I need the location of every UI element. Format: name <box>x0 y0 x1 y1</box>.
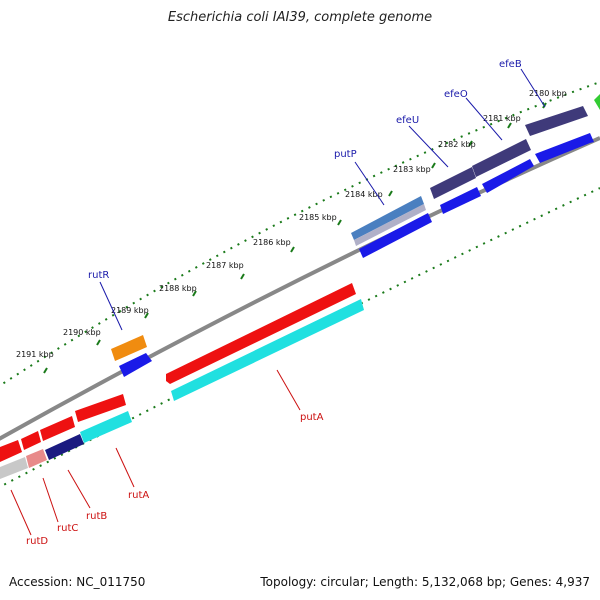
gene-efeO-arrow <box>482 159 534 193</box>
gene-rutA-block <box>75 394 126 422</box>
gene-putP-shadow <box>354 204 426 246</box>
gene-putA-block <box>166 283 356 384</box>
kbp-label: 2188 kbp <box>159 284 197 293</box>
gene-rutD-block <box>0 440 22 462</box>
gene-efeU-arrow <box>440 187 481 214</box>
gene-efeU-block <box>430 167 476 199</box>
kbp-label: 2189 kbp <box>111 306 149 315</box>
gene-label-efeO: efeO <box>444 89 468 100</box>
kbp-label: 2183 kbp <box>393 165 431 174</box>
next-gene-marker <box>594 94 600 110</box>
kbp-ticks <box>43 102 547 374</box>
reverse-gene-labels: putA rutA rutB rutC rutD <box>26 412 324 547</box>
gene-label-putA: putA <box>300 412 324 423</box>
gene-label-efeU: efeU <box>396 115 419 126</box>
gene-label-efeB: efeB <box>499 59 522 70</box>
gene-putP-block <box>351 196 424 240</box>
gene-label-rutD: rutD <box>26 536 48 547</box>
kbp-label: 2182 kbp <box>438 140 476 149</box>
gene-putA-arrow <box>171 299 364 401</box>
gene-efeB-block <box>525 106 588 136</box>
gene-rutB-block <box>40 416 75 441</box>
gene-rutC-arrow <box>26 449 47 468</box>
kbp-label: 2186 kbp <box>253 238 291 247</box>
gene-rutB-arrow <box>45 434 84 460</box>
gene-putP-arrow <box>359 213 432 258</box>
kbp-label: 2187 kbp <box>206 261 244 270</box>
gene-efeB-arrow <box>535 133 594 163</box>
forward-gene-labels: efeB efeO efeU putP rutR <box>88 59 522 281</box>
genome-title: Escherichia coli IAI39, complete genome <box>167 10 433 25</box>
kbp-label: 2181 kbp <box>483 114 521 123</box>
forward-scale-line <box>0 81 600 387</box>
gene-label-rutB: rutB <box>86 511 107 522</box>
reverse-genes <box>0 283 364 479</box>
gene-efeO-block <box>472 139 531 177</box>
genome-backbone <box>0 136 600 441</box>
gene-label-rutR: rutR <box>88 270 109 281</box>
accession-text: Accession: NC_011750 <box>9 575 146 589</box>
gene-rutA-arrow <box>80 411 132 443</box>
kbp-label: 2185 kbp <box>299 213 337 222</box>
kbp-label: 2190 kbp <box>63 328 101 337</box>
gene-callouts <box>10 68 546 536</box>
kbp-label: 2180 kbp <box>529 89 567 98</box>
kbp-labels: 2180 kbp 2181 kbp 2182 kbp 2183 kbp 2184… <box>16 89 567 359</box>
gene-label-putP: putP <box>334 149 357 160</box>
kbp-label: 2191 kbp <box>16 350 54 359</box>
genome-summary-text: Topology: circular; Length: 5,132,068 bp… <box>260 575 590 589</box>
gene-label-rutA: rutA <box>128 490 149 501</box>
gene-rutC-block <box>21 431 41 450</box>
kbp-label: 2184 kbp <box>345 190 383 199</box>
gene-label-rutC: rutC <box>57 523 78 534</box>
gene-rutR-arrow <box>119 353 152 377</box>
forward-genes <box>111 106 594 377</box>
gene-rutD-arrow <box>0 457 28 479</box>
gene-rutR-block <box>111 335 147 361</box>
